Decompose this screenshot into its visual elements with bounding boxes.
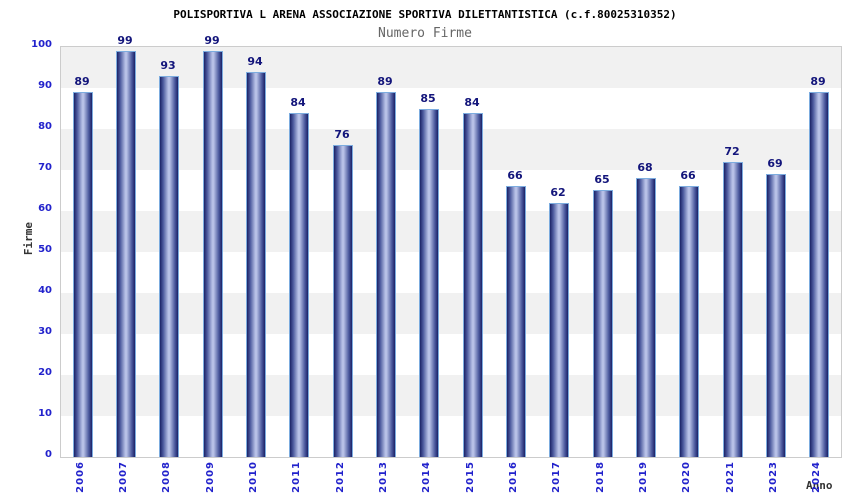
bar-2015 (463, 113, 483, 457)
bar-2007 (116, 51, 136, 457)
x-tick-label: 2016 (508, 461, 519, 493)
bar-value-label: 84 (464, 96, 480, 109)
grid-band (61, 88, 841, 129)
bar-value-label: 89 (74, 75, 90, 88)
grid-band (61, 47, 841, 88)
plot-area (60, 46, 842, 458)
x-tick-label: 2014 (421, 461, 432, 493)
x-tick-label: 2019 (638, 461, 649, 493)
bar-2006 (73, 92, 93, 457)
chart-subtitle: Numero Firme (378, 26, 472, 41)
bar-value-label: 99 (117, 34, 133, 47)
bar-2016 (506, 186, 526, 457)
bar-2020 (679, 186, 699, 457)
bar-2009 (203, 51, 223, 457)
x-tick-label: 2008 (161, 461, 172, 493)
grid-band (61, 416, 841, 457)
y-tick-label: 100 (31, 39, 52, 50)
bar-value-label: 66 (507, 169, 523, 182)
bar-2013 (376, 92, 396, 457)
bar-2010 (246, 72, 266, 457)
x-tick-label: 2006 (75, 461, 86, 493)
bar-value-label: 89 (810, 75, 826, 88)
bar-2008 (159, 76, 179, 457)
x-axis-title: Anno (806, 479, 833, 492)
bar-2023 (766, 174, 786, 457)
bar-value-label: 66 (680, 169, 696, 182)
x-tick-label: 2012 (335, 461, 346, 493)
y-tick-label: 70 (38, 162, 52, 173)
bar-value-label: 69 (767, 157, 783, 170)
x-tick-label: 2013 (378, 461, 389, 493)
bar-value-label: 76 (334, 128, 350, 141)
bar-value-label: 65 (594, 173, 610, 186)
grid-band (61, 129, 841, 170)
bar-value-label: 93 (160, 59, 176, 72)
x-tick-label: 2009 (205, 461, 216, 493)
x-tick-label: 2007 (118, 461, 129, 493)
x-tick-label: 2010 (248, 461, 259, 493)
grid-band (61, 375, 841, 416)
x-tick-label: 2011 (291, 461, 302, 493)
bar-2011 (289, 113, 309, 457)
y-tick-label: 30 (38, 326, 52, 337)
bar-2019 (636, 178, 656, 457)
y-tick-label: 90 (38, 80, 52, 91)
chart-title: POLISPORTIVA L ARENA ASSOCIAZIONE SPORTI… (173, 8, 677, 21)
bar-2017 (549, 203, 569, 457)
bar-2018 (593, 190, 613, 457)
bar-value-label: 89 (377, 75, 393, 88)
bar-value-label: 85 (420, 92, 436, 105)
grid-band (61, 211, 841, 252)
x-tick-label: 2024 (811, 461, 822, 493)
y-tick-label: 0 (45, 449, 52, 460)
x-tick-label: 2018 (595, 461, 606, 493)
bar-value-label: 94 (247, 55, 263, 68)
x-tick-label: 2015 (465, 461, 476, 493)
y-tick-label: 80 (38, 121, 52, 132)
grid-band (61, 293, 841, 334)
bar-value-label: 84 (290, 96, 306, 109)
y-tick-label: 60 (38, 203, 52, 214)
bar-value-label: 68 (637, 161, 653, 174)
bar-2024 (809, 92, 829, 457)
grid-band (61, 252, 841, 293)
x-tick-label: 2020 (681, 461, 692, 493)
bar-value-label: 99 (204, 34, 220, 47)
x-tick-label: 2021 (725, 461, 736, 493)
grid-band (61, 170, 841, 211)
bar-value-label: 72 (724, 145, 740, 158)
x-tick-label: 2017 (551, 461, 562, 493)
bar-value-label: 62 (550, 186, 566, 199)
y-tick-label: 40 (38, 285, 52, 296)
bar-2021 (723, 162, 743, 457)
y-tick-label: 50 (38, 244, 52, 255)
bar-2014 (419, 109, 439, 457)
y-tick-label: 20 (38, 367, 52, 378)
y-tick-label: 10 (38, 408, 52, 419)
x-tick-label: 2023 (768, 461, 779, 493)
bar-2012 (333, 145, 353, 457)
grid-band (61, 334, 841, 375)
